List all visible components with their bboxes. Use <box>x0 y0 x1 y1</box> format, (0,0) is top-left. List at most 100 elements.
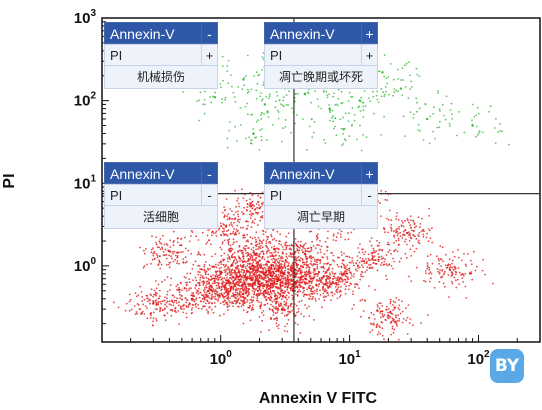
scatter-point <box>216 291 219 294</box>
scatter-point <box>497 131 499 133</box>
scatter-point <box>270 292 273 295</box>
scatter-point <box>257 290 259 292</box>
scatter-point <box>441 246 444 249</box>
scatter-point <box>238 257 241 259</box>
scatter-point <box>217 279 220 281</box>
scatter-point <box>279 274 282 276</box>
scatter-point <box>409 232 411 235</box>
scatter-point <box>337 265 340 268</box>
scatter-point <box>165 253 168 256</box>
scatter-point <box>343 283 346 286</box>
scatter-point <box>221 271 224 274</box>
scatter-point <box>319 278 321 281</box>
scatter-point <box>394 314 397 317</box>
scatter-point <box>359 110 362 112</box>
scatter-point <box>297 276 300 279</box>
scatter-point <box>286 261 289 264</box>
scatter-point <box>237 251 240 253</box>
scatter-point <box>368 317 370 319</box>
scatter-point <box>303 263 306 266</box>
scatter-point <box>136 312 139 315</box>
scatter-point <box>185 312 188 315</box>
scatter-point <box>348 267 350 270</box>
scatter-point <box>381 321 384 324</box>
scatter-point <box>426 117 429 121</box>
scatter-point <box>461 259 463 262</box>
scatter-point <box>203 298 206 301</box>
scatter-point <box>284 296 287 299</box>
scatter-point <box>451 251 454 253</box>
scatter-point <box>152 317 155 320</box>
scatter-point <box>279 272 282 274</box>
scatter-point <box>371 251 373 254</box>
scatter-point <box>280 243 283 246</box>
scatter-point <box>296 281 299 283</box>
scatter-point <box>166 276 169 278</box>
scatter-point <box>158 255 161 257</box>
scatter-point <box>397 237 400 240</box>
scatter-point <box>125 302 128 305</box>
scatter-point <box>246 233 249 236</box>
scatter-point <box>194 276 197 279</box>
scatter-point <box>204 271 207 274</box>
scatter-point <box>128 293 131 296</box>
scatter-point <box>259 129 261 132</box>
scatter-point <box>282 284 284 287</box>
scatter-point <box>275 100 277 103</box>
scatter-point <box>401 67 404 69</box>
scatter-point <box>251 256 254 258</box>
scatter-point <box>136 303 139 305</box>
scatter-point <box>309 262 312 265</box>
scatter-point <box>199 268 202 271</box>
scatter-point <box>214 270 217 273</box>
scatter-point <box>381 305 384 307</box>
x-axis-title: Annexin V FITC <box>259 390 378 407</box>
scatter-point <box>347 232 349 234</box>
scatter-point <box>313 263 315 265</box>
scatter-point <box>249 284 252 287</box>
scatter-point <box>206 283 208 285</box>
scatter-point <box>387 311 389 314</box>
scatter-point <box>199 279 202 281</box>
scatter-point <box>149 293 152 295</box>
scatter-point <box>450 266 452 268</box>
scatter-point <box>157 283 160 286</box>
scatter-point <box>316 266 319 268</box>
scatter-point <box>220 86 222 89</box>
scatter-point <box>265 240 268 243</box>
scatter-point <box>252 299 255 302</box>
scatter-point <box>268 293 271 296</box>
scatter-point <box>361 264 363 266</box>
scatter-point <box>229 288 232 291</box>
x-tick-label: 101 <box>338 349 361 368</box>
scatter-point <box>275 280 278 283</box>
scatter-point <box>254 284 257 287</box>
scatter-point <box>501 130 503 133</box>
scatter-point <box>195 291 198 294</box>
scatter-point <box>267 270 269 272</box>
scatter-point <box>184 247 187 250</box>
scatter-point <box>381 312 384 315</box>
scatter-point <box>171 257 173 260</box>
scatter-point <box>203 253 206 256</box>
scatter-point <box>270 297 273 299</box>
scatter-point <box>178 293 181 296</box>
scatter-point <box>393 306 396 308</box>
scatter-point <box>247 260 250 262</box>
scatter-point <box>308 315 311 317</box>
scatter-point <box>238 275 241 278</box>
scatter-point <box>315 259 318 262</box>
scatter-point <box>448 296 450 298</box>
scatter-point <box>390 219 393 222</box>
scatter-point <box>369 322 372 325</box>
scatter-point <box>387 251 390 254</box>
scatter-point <box>326 96 329 99</box>
scatter-point <box>412 234 414 236</box>
scatter-point <box>257 194 260 197</box>
scatter-point <box>388 317 390 320</box>
scatter-point <box>300 313 303 315</box>
scatter-point <box>176 241 179 244</box>
scatter-point <box>314 289 316 292</box>
scatter-point <box>257 301 260 303</box>
scatter-point <box>371 254 374 257</box>
